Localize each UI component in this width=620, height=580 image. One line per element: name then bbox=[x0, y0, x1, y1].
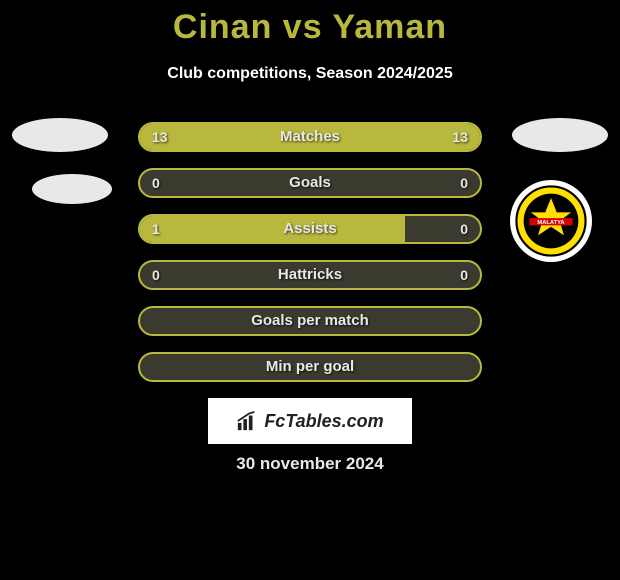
stat-label: Hattricks bbox=[140, 262, 480, 288]
stat-label: Matches bbox=[140, 124, 480, 150]
stat-row: Assists1 0 bbox=[138, 214, 482, 244]
player-right-avatar bbox=[512, 118, 608, 152]
stat-value-right: 0 bbox=[460, 262, 468, 288]
site-branding: FcTables.com bbox=[208, 398, 412, 444]
stats-bars: Matches1313Goals00Assists10Hattricks00Go… bbox=[138, 122, 482, 398]
stat-value-left: 0 bbox=[152, 262, 160, 288]
stat-value-right: 13 bbox=[452, 124, 468, 150]
avatar-ellipse bbox=[32, 174, 112, 204]
club-badge-icon: MALATYA bbox=[515, 185, 587, 257]
stat-value-left: 1 bbox=[152, 216, 160, 242]
stat-value-left: 0 bbox=[152, 170, 160, 196]
stat-value-left: 13 bbox=[152, 124, 168, 150]
stat-label: Min per goal bbox=[140, 354, 480, 380]
stat-row: Hattricks0 0 bbox=[138, 260, 482, 290]
stat-row: Matches13 13 bbox=[138, 122, 482, 152]
stat-value-right: 0 bbox=[460, 216, 468, 242]
chart-icon bbox=[236, 410, 258, 432]
site-name: FcTables.com bbox=[264, 411, 383, 432]
stat-value-right: 0 bbox=[460, 170, 468, 196]
date-text: 30 november 2024 bbox=[0, 454, 620, 474]
stat-row: Goals per match bbox=[138, 306, 482, 336]
avatar-ellipse bbox=[12, 118, 108, 152]
stat-label: Goals bbox=[140, 170, 480, 196]
avatar-ellipse bbox=[512, 118, 608, 152]
stat-row: Min per goal bbox=[138, 352, 482, 382]
page-title: Cinan vs Yaman bbox=[0, 0, 620, 47]
stat-label: Assists bbox=[140, 216, 480, 242]
page-subtitle: Club competitions, Season 2024/2025 bbox=[0, 65, 620, 83]
player-left-avatar bbox=[12, 118, 112, 204]
svg-text:MALATYA: MALATYA bbox=[537, 220, 564, 226]
stat-row: Goals0 0 bbox=[138, 168, 482, 198]
stat-label: Goals per match bbox=[140, 308, 480, 334]
club-badge: MALATYA bbox=[510, 180, 592, 262]
